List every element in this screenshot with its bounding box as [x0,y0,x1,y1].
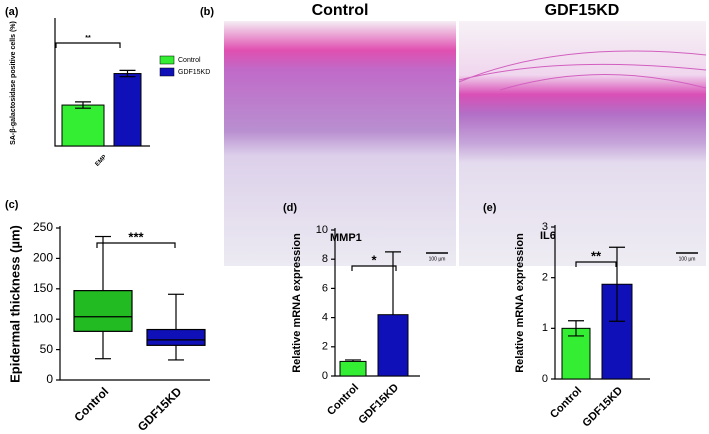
significance-label: * [371,252,377,267]
panel-label: (c) [5,199,19,211]
panel-label: (a) [5,6,19,18]
significance-label: ** [85,35,91,42]
legend-label: Control [178,57,201,64]
panel-label: (e) [483,202,497,214]
y-tick-label: 0 [322,370,328,382]
x-tick-label: Control [71,384,111,424]
x-tick-label: GDF15KD [580,385,625,430]
image-title: Control [312,2,369,19]
error-bar [609,246,625,322]
x-tick-label: Control [548,385,584,421]
y-tick-label: 200 [33,251,53,265]
significance-label: *** [128,229,144,244]
chart-title: IL6 [540,230,556,242]
panel-label: (b) [200,6,214,18]
box [73,290,133,332]
significance-bracket [96,242,176,248]
error-bar [345,359,361,362]
panel-label: (d) [283,202,297,214]
y-tick-label: 6 [322,282,328,294]
scale-label: 100 µm [679,256,696,262]
y-axis-label: Relative mRNA expression [514,233,526,373]
scale-label: 100 µm [429,256,446,262]
significance-label: ** [591,248,602,263]
significance-bracket [55,42,121,48]
box [146,328,206,346]
error-bar [568,320,584,337]
x-tick-label: GDF15KD [135,384,185,434]
error-bar [75,101,91,109]
y-tick-label: 3 [542,221,548,233]
y-tick-label: 4 [322,312,328,324]
y-tick-label: 2 [322,341,328,353]
histology-image [459,21,706,266]
bar [113,73,142,147]
y-tick-label: 150 [33,281,53,295]
bar [561,327,591,380]
image-title: GDF15KD [545,2,620,19]
significance-bracket [351,265,397,271]
bar [61,104,105,147]
stratum-corneum [458,50,707,91]
y-tick-label: 100 [33,311,53,325]
y-tick-label: 8 [322,253,328,265]
y-tick-label: 0 [46,372,53,386]
bar [377,314,409,377]
x-tick-label: GDF15KD [356,382,401,427]
y-tick-label: 2 [542,272,548,284]
histology-image [224,21,456,266]
x-tick-label: EMP [95,154,108,167]
x-tick-label: Control [325,382,361,418]
legend-swatch [159,67,175,77]
y-tick-label: 10 [316,224,328,236]
legend-swatch [159,55,175,65]
significance-bracket [575,261,617,267]
y-axis-label: Epidermal thickness (µm) [7,225,22,383]
y-axis-label: SA-β-galactosidase positive cells (%) [10,21,17,145]
y-tick-label: 0 [542,373,548,385]
image-panel: (b) Control GDF15KD 100 µm 100 µm [200,2,707,266]
error-bar [385,251,401,315]
bar [339,360,367,377]
legend-label: GDF15KD [178,69,210,76]
y-tick-label: 50 [40,342,54,356]
y-tick-label: 250 [33,220,53,234]
error-bar [119,69,136,78]
y-tick-label: 1 [542,322,548,334]
y-axis-label: Relative mRNA expression [291,233,303,373]
chart-title: MMP1 [330,232,362,244]
